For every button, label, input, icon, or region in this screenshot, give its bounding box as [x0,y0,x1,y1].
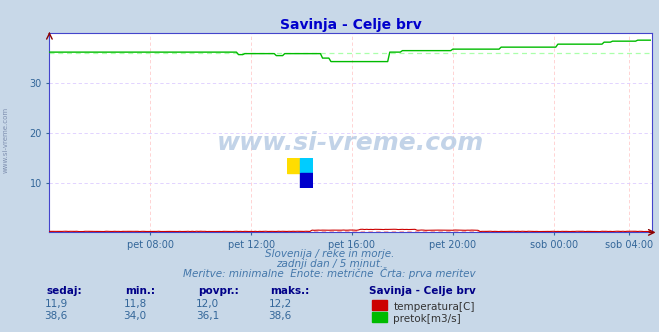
Text: zadnji dan / 5 minut.: zadnji dan / 5 minut. [276,259,383,269]
Text: 38,6: 38,6 [44,311,68,321]
Title: Savinja - Celje brv: Savinja - Celje brv [280,18,422,32]
Text: 12,2: 12,2 [268,299,292,309]
Text: 11,8: 11,8 [123,299,147,309]
Bar [372,312,387,322]
Text: 34,0: 34,0 [123,311,147,321]
Bar [300,173,313,188]
Text: www.si-vreme.com: www.si-vreme.com [2,106,9,173]
Text: Slovenija / reke in morje.: Slovenija / reke in morje. [265,249,394,259]
Text: 38,6: 38,6 [268,311,292,321]
Text: 12,0: 12,0 [196,299,219,309]
Bar [372,300,387,310]
Text: pretok[m3/s]: pretok[m3/s] [393,314,461,324]
Text: Savinja - Celje brv: Savinja - Celje brv [369,286,476,296]
Text: www.si-vreme.com: www.si-vreme.com [217,131,484,155]
Text: 36,1: 36,1 [196,311,219,321]
Text: 11,9: 11,9 [44,299,68,309]
Text: povpr.:: povpr.: [198,286,239,296]
Text: sedaj:: sedaj: [46,286,82,296]
Text: Meritve: minimalne  Enote: metrične  Črta: prva meritev: Meritve: minimalne Enote: metrične Črta:… [183,267,476,279]
Text: maks.:: maks.: [270,286,310,296]
Bar [300,158,313,173]
Bar [287,158,300,173]
Text: temperatura[C]: temperatura[C] [393,302,475,312]
Text: min.:: min.: [125,286,156,296]
